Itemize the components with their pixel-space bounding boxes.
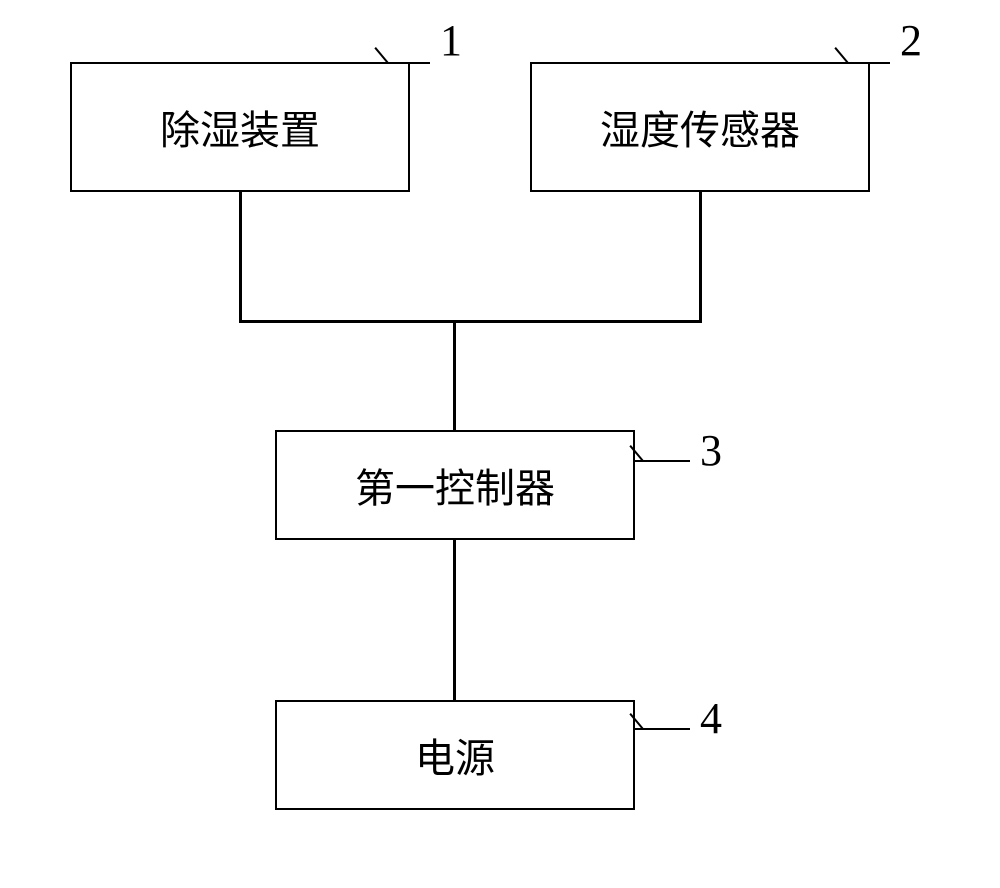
- ref-label-2: 2: [900, 15, 922, 66]
- edge-humidity-v: [699, 192, 702, 322]
- edge-dehumidifier-v: [239, 192, 242, 322]
- node-controller-label: 第一控制器: [355, 456, 555, 514]
- node-humidity-sensor-label: 湿度传感器: [600, 98, 800, 156]
- node-power: 电源: [275, 700, 635, 810]
- ref-label-1: 1: [440, 15, 462, 66]
- ref-label-3: 3: [700, 425, 722, 476]
- ref-label-4: 4: [700, 693, 722, 744]
- edge-junction-controller: [453, 320, 456, 430]
- node-humidity-sensor: 湿度传感器: [530, 62, 870, 192]
- edge-horizontal-join: [239, 320, 702, 323]
- node-dehumidifier: 除湿装置: [70, 62, 410, 192]
- node-power-label: 电源: [415, 726, 495, 784]
- node-dehumidifier-label: 除湿装置: [160, 98, 320, 156]
- edge-controller-power: [453, 540, 456, 700]
- node-controller: 第一控制器: [275, 430, 635, 540]
